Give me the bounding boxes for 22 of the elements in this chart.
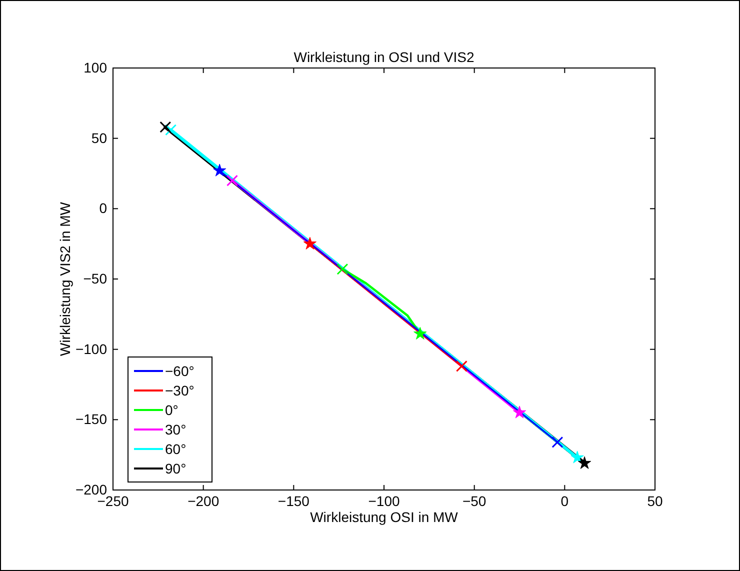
y-tick-label: −200 — [75, 481, 108, 498]
x-axis-title: Wirkleistung OSI in MW — [310, 509, 459, 525]
x-tick-label: 0 — [560, 492, 569, 509]
y-tick-label: −150 — [75, 411, 108, 428]
chart-title: Wirkleistung in OSI und VIS2 — [294, 49, 474, 65]
legend-label: 90° — [165, 460, 186, 476]
x-tick-label: −50 — [462, 492, 486, 509]
y-tick-label: −50 — [83, 270, 108, 286]
x-tick-label: −100 — [368, 492, 400, 509]
legend-label: −30° — [165, 382, 194, 398]
y-tick-label: 0 — [99, 200, 108, 216]
y-tick-label: 100 — [84, 59, 108, 76]
y-tick-label: 50 — [91, 130, 108, 146]
y-axis-title: Wirkleistung VIS2 in MW — [57, 201, 73, 356]
x-tick-label: 50 — [647, 492, 663, 509]
x-tick-label: −200 — [188, 492, 220, 509]
x-tick-label: −150 — [278, 492, 310, 509]
legend-label: 30° — [165, 422, 186, 438]
legend-label: 60° — [165, 441, 186, 457]
y-tick-label: −100 — [75, 340, 108, 357]
legend-label: 0° — [165, 402, 178, 418]
legend-label: −60° — [165, 363, 194, 379]
